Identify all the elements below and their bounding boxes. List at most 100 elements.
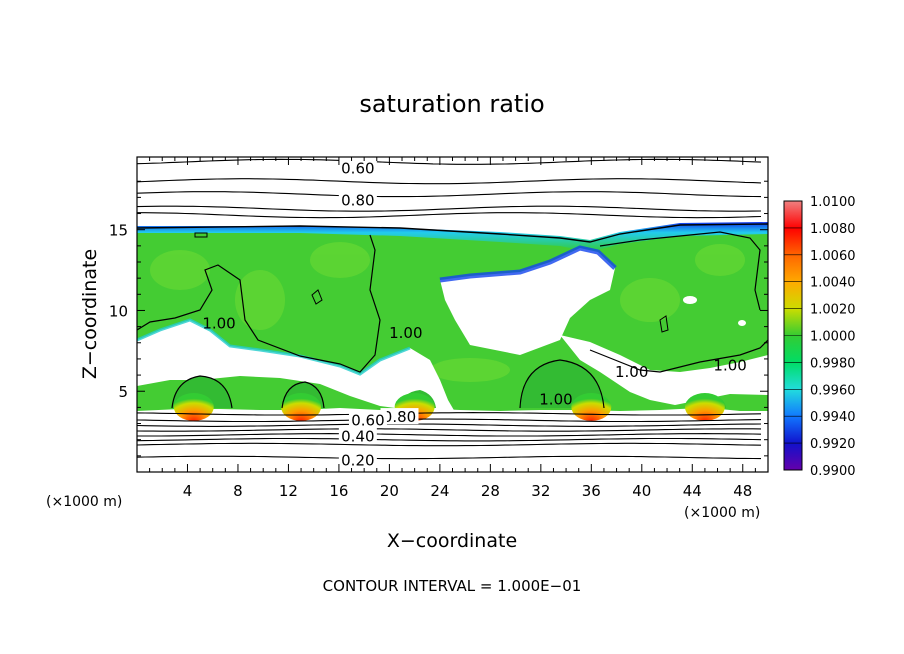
x-axis-label: X−coordinate (387, 530, 517, 552)
contour-line (137, 412, 762, 416)
colorbar-segment (784, 227, 802, 256)
contour-label-bg (338, 427, 377, 444)
dry-edge-cyan (137, 318, 411, 376)
contour-label-text: 1.00 (713, 356, 746, 374)
contour-label-text: 0.60 (341, 159, 374, 177)
contour-label: 1.00 (539, 390, 572, 408)
contour-line (137, 428, 762, 432)
contour-line (137, 442, 762, 447)
contour-label-bg (338, 191, 377, 208)
contour-label-text: 0.80 (383, 408, 416, 426)
colorbar-label: 0.9900 (810, 464, 856, 479)
colorbar-segment (784, 389, 802, 417)
colorbar-label: 0.9960 (810, 383, 856, 398)
contour-label-text: 1.00 (202, 314, 235, 332)
contour-line (137, 178, 762, 185)
colorbar-segment (784, 362, 802, 390)
contour-1-00-left (137, 234, 381, 373)
contour-label: 1.00 (713, 356, 746, 374)
contour-1-00-cloud (137, 223, 768, 243)
contour-label-text: 1.00 (539, 390, 572, 408)
contour-line (137, 437, 762, 442)
x-tick-label: 4 (183, 482, 193, 500)
supersaturation-maximum (173, 393, 214, 421)
x-tick-label: 8 (233, 482, 243, 500)
colorbar-label: 1.0080 (810, 222, 856, 237)
contour-interval-note: CONTOUR INTERVAL = 1.000E−01 (323, 577, 582, 595)
y-axis: 5 10 15 (109, 180, 768, 457)
contour-label-text: 1.00 (389, 324, 422, 342)
x-tick-label: 24 (430, 482, 449, 500)
contour-1-00-dome-b (281, 381, 325, 409)
dry-region-lower-right (560, 335, 768, 405)
colorbar-segment (784, 308, 802, 336)
contour-line (137, 212, 762, 219)
x-tick-label: 48 (733, 482, 752, 500)
supersaturation-maximum (684, 393, 725, 421)
contour-label: 0.60 (338, 159, 377, 177)
x-unit-label: (×1000 m) (684, 505, 760, 521)
colorbar-label: 0.9980 (810, 356, 856, 371)
colorbar: 1.0100 1.0080 1.0060 1.0040 1.0020 1.0000 0.99… (783, 195, 856, 479)
y-axis-label: Z−coordinate (79, 249, 101, 379)
contour-label-bg (380, 408, 419, 425)
contour-label: 0.80 (380, 408, 419, 426)
contour-label: 0.80 (338, 191, 377, 210)
x-tick-label: 40 (632, 482, 651, 500)
contour-label: 0.20 (338, 451, 377, 470)
x-tick-label: 12 (279, 482, 298, 500)
contour-label-text: 0.80 (341, 192, 374, 210)
x-tick-label: 28 (481, 482, 500, 500)
contour-label-text: 0.40 (341, 427, 374, 445)
supersaturation-maximum (281, 393, 322, 421)
y-tick-label: 15 (109, 222, 128, 240)
contour-label: 1.00 (389, 324, 422, 342)
colorbar-label: 1.0000 (810, 330, 856, 345)
contour-line (137, 191, 762, 198)
contour-line (137, 455, 762, 460)
contour-1-00-dome-mid (519, 359, 605, 409)
dry-patches (137, 296, 746, 383)
contour-1-00-right (589, 339, 768, 373)
contour-1-00-dome-left (171, 375, 233, 409)
colorbar-segment (784, 201, 802, 229)
x-tick-label: 20 (380, 482, 399, 500)
contour-1-00-upper-right (599, 231, 761, 311)
dry-region-upper (440, 248, 615, 355)
colorbar-label: 1.0060 (810, 249, 856, 264)
x-tick-label: 36 (582, 482, 601, 500)
colorbar-label: 1.0020 (810, 303, 856, 318)
contour-line (137, 423, 762, 427)
dry-region-lower-left (137, 320, 455, 412)
colorbar-segment (784, 335, 802, 363)
contour-label-text: 0.20 (341, 452, 374, 470)
colorbar-segment (784, 254, 802, 283)
colorbar-label: 1.0100 (810, 195, 856, 210)
contour-label-text: 0.60 (351, 411, 384, 429)
green-texture (150, 242, 745, 382)
contour-label: 0.60 (348, 411, 387, 429)
z-unit-label: (×1000 m) (46, 494, 122, 510)
contour-label-bg (338, 451, 377, 468)
colorbar-label: 0.9920 (810, 437, 856, 452)
contour-label-bg (348, 411, 387, 428)
background-contours (137, 158, 762, 460)
y-tick-label: 5 (118, 383, 128, 401)
contour-line (137, 433, 762, 437)
x-tick-label: 44 (683, 482, 702, 500)
supersaturation-maximum (571, 393, 612, 421)
contour-label-bg (338, 159, 377, 176)
colorbar-label: 1.0040 (810, 276, 856, 291)
contour-line (137, 205, 762, 212)
x-tick-label: 32 (531, 482, 550, 500)
contour-label: 1.00 (202, 314, 235, 332)
colorbar-segment (784, 281, 802, 310)
contour-label: 0.40 (338, 427, 377, 445)
contour-line (137, 158, 762, 165)
chart-title: saturation ratio (359, 90, 544, 118)
colorbar-label: 0.9940 (810, 410, 856, 425)
contour-line (137, 418, 762, 423)
contour-small-loops (194, 232, 669, 333)
colorbar-segment (784, 443, 802, 471)
